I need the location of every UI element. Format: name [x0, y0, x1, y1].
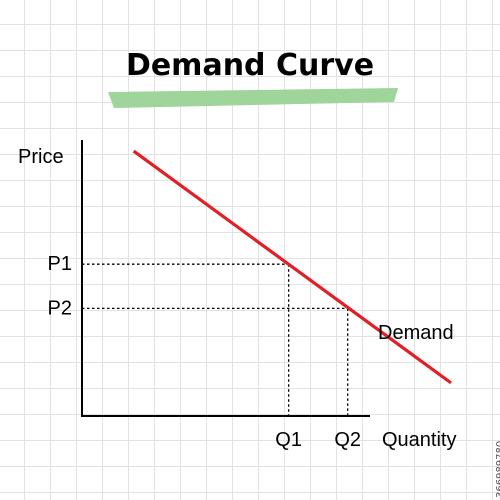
price-tick-label: P1 — [48, 253, 72, 275]
x-axis-label: Quantity — [382, 429, 456, 451]
y-axis-label: Price — [18, 146, 64, 168]
quantity-tick-label: Q1 — [275, 429, 302, 451]
quantity-tick-label: Q2 — [334, 429, 361, 451]
chart-title: Demand Curve — [125, 48, 375, 83]
watermark-text: 366989780 — [495, 440, 500, 498]
series-label-demand: Demand — [378, 322, 454, 344]
title-highlight-shape — [108, 88, 398, 108]
price-tick-label: P2 — [48, 297, 72, 319]
chart-layer: P1 Q1 P2 Q2 Demand Price Quantity — [18, 140, 456, 451]
demand-curve-line — [132, 149, 452, 385]
title-highlight-stroke — [108, 88, 398, 108]
watermark: 366989780 — [483, 380, 500, 498]
